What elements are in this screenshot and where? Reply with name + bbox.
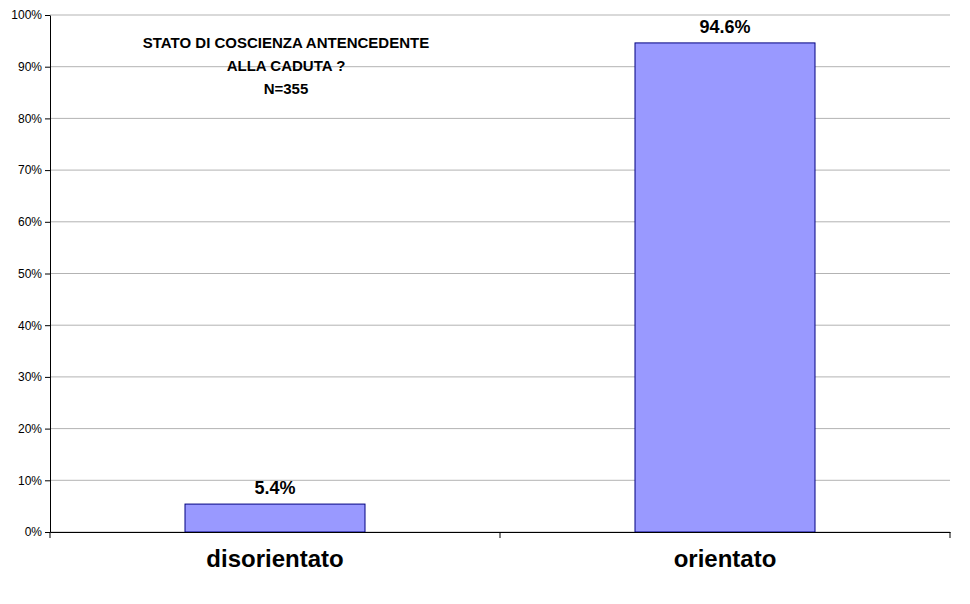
y-tick: 60% xyxy=(18,215,50,229)
y-tick-mark xyxy=(45,480,50,481)
data-labels: 5.4% 94.6% xyxy=(254,17,750,498)
y-tick-label: 60% xyxy=(18,215,42,229)
title-line: STATO DI COSCIENZA ANTENCEDENTE xyxy=(143,34,429,51)
y-tick-mark xyxy=(45,532,50,533)
grid-line xyxy=(50,15,950,16)
y-tick: 50% xyxy=(18,267,50,281)
plot: 0% 10% 20% 30% 40% 50% 60% 70% 80% 90% 100% disorie… xyxy=(11,8,950,572)
title-line: N=355 xyxy=(264,80,309,97)
y-tick-label: 20% xyxy=(18,422,42,436)
bar xyxy=(185,504,365,532)
y-tick-label: 40% xyxy=(18,319,42,333)
y-tick-mark xyxy=(45,325,50,326)
grid xyxy=(50,15,950,532)
y-tick-mark xyxy=(45,15,50,16)
y-tick-mark xyxy=(45,274,50,275)
title-line: ALLA CADUTA ? xyxy=(227,57,346,74)
title: STATO DI COSCIENZA ANTENCEDENTE ALLA CADU… xyxy=(143,34,429,97)
y-axis-line xyxy=(50,16,51,533)
y-tick: 10% xyxy=(18,474,50,488)
y-tick: 100% xyxy=(11,8,50,22)
x-tick: disorientato xyxy=(206,532,343,572)
y-tick-mark xyxy=(45,377,50,378)
y-tick: 80% xyxy=(18,112,50,126)
y-tick-mark xyxy=(45,67,50,68)
x-tick-label: disorientato xyxy=(206,545,343,572)
x-separators xyxy=(50,532,950,538)
y-tick-label: 90% xyxy=(18,60,42,74)
y-tick-label: 70% xyxy=(18,163,42,177)
chart: 0% 10% 20% 30% 40% 50% 60% 70% 80% 90% 100% disorie… xyxy=(0,0,970,604)
y-tick-label: 10% xyxy=(18,474,42,488)
y-tick-mark xyxy=(45,118,50,119)
y-tick: 20% xyxy=(18,422,50,436)
data-label: 94.6% xyxy=(699,17,750,37)
y-tick-label: 50% xyxy=(18,267,42,281)
y-tick-label: 30% xyxy=(18,370,42,384)
bars xyxy=(185,43,815,532)
y-tick: 90% xyxy=(18,60,50,74)
x-separator xyxy=(500,532,501,538)
y-tick: 40% xyxy=(18,319,50,333)
x-tick: orientato xyxy=(674,532,777,572)
y-tick: 30% xyxy=(18,370,50,384)
bar xyxy=(635,43,815,532)
y-tick-mark xyxy=(45,429,50,430)
y-tick-mark xyxy=(45,170,50,171)
y-tick-label: 100% xyxy=(11,8,42,22)
y-tick: 0% xyxy=(25,525,50,539)
x-axis: disorientato orientato xyxy=(50,532,951,572)
x-separator xyxy=(950,532,951,538)
x-separator xyxy=(50,532,51,538)
y-axis: 0% 10% 20% 30% 40% 50% 60% 70% 80% 90% 100% xyxy=(11,8,50,539)
y-tick-mark xyxy=(45,222,50,223)
y-tick-label: 0% xyxy=(25,525,43,539)
y-tick-label: 80% xyxy=(18,112,42,126)
data-label: 5.4% xyxy=(254,478,295,498)
y-tick: 70% xyxy=(18,163,50,177)
x-tick-label: orientato xyxy=(674,545,777,572)
